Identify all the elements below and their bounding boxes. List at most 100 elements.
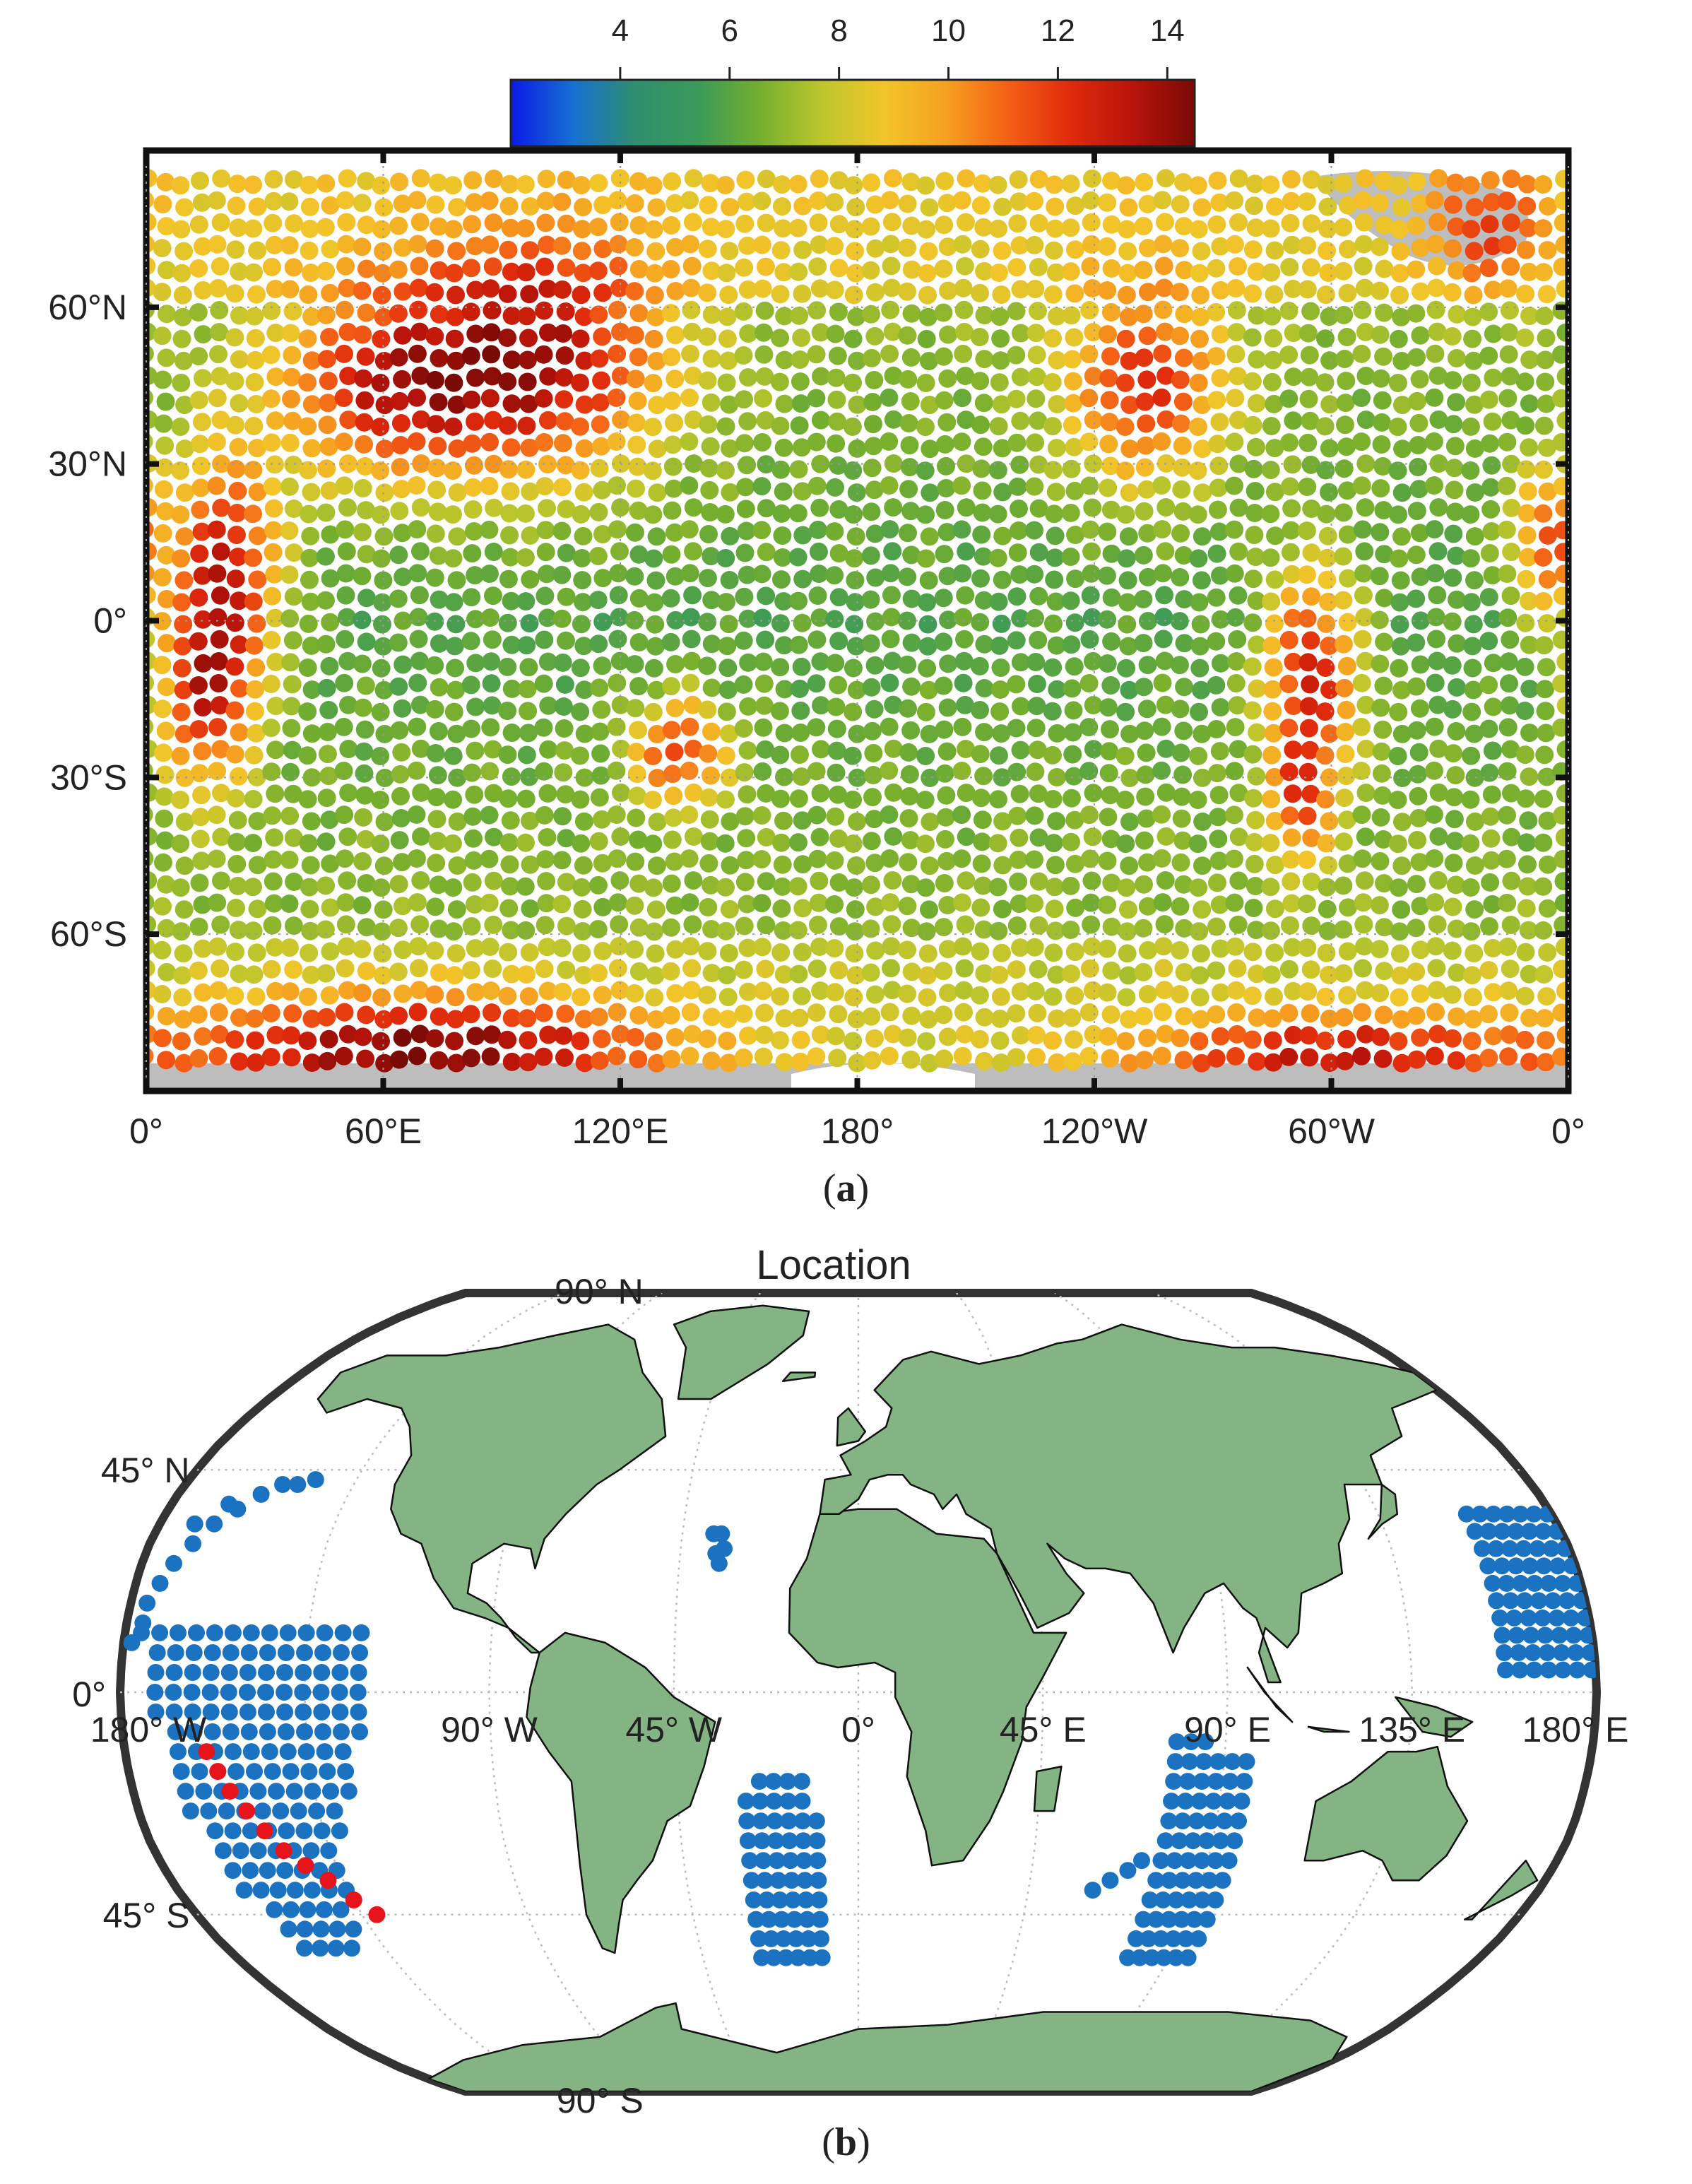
sample-dot [320, 656, 339, 675]
sample-dot [661, 1005, 680, 1025]
sample-dot [1300, 346, 1319, 365]
sample-dot [1046, 592, 1065, 611]
sample-dot [1479, 961, 1498, 980]
sample-dot [1083, 498, 1102, 517]
sample-dot [391, 414, 410, 432]
sample-dot [1301, 302, 1320, 321]
sample-dot [464, 851, 483, 870]
sample-dot [1209, 522, 1229, 541]
sample-dot [957, 784, 976, 803]
sample-dot [811, 1025, 830, 1044]
sample-dot [954, 278, 973, 297]
sample-dot [1082, 871, 1101, 890]
sample-dot [1515, 702, 1534, 720]
sample-dot [647, 680, 666, 700]
sample-dot [298, 746, 317, 765]
sample-dot [663, 172, 682, 191]
location-point [1525, 1505, 1543, 1523]
sample-dot [571, 702, 590, 721]
sample-dot [588, 261, 608, 281]
sample-dot [989, 417, 1008, 436]
sample-dot [992, 1053, 1010, 1072]
sample-dot [466, 983, 485, 1002]
location-point [188, 1624, 205, 1641]
sample-dot [409, 630, 428, 649]
location-point [1166, 1852, 1183, 1870]
sample-dot [1407, 677, 1426, 696]
sample-dot [990, 307, 1010, 326]
sample-dot [298, 659, 317, 677]
x-tick-label: 0° [1551, 1111, 1585, 1151]
sample-dot [1193, 813, 1212, 831]
sample-dot [810, 827, 829, 846]
sample-dot [1243, 240, 1262, 259]
sample-dot [1120, 396, 1140, 414]
sample-dot [1139, 283, 1157, 302]
sample-dot [1443, 700, 1462, 719]
sample-dot [720, 571, 739, 589]
sample-dot [300, 899, 319, 919]
sample-dot [588, 875, 608, 895]
sample-dot [153, 700, 172, 719]
location-point [1154, 1891, 1172, 1908]
location-point [765, 1793, 783, 1810]
sample-dot [1426, 564, 1445, 583]
location-point [1542, 1540, 1560, 1557]
sample-dot [812, 696, 830, 715]
sample-dot [444, 373, 463, 392]
sample-dot [1538, 241, 1557, 260]
sample-dot [1010, 565, 1029, 584]
sample-dot [989, 746, 1008, 765]
sample-dot [684, 871, 703, 890]
sample-dot [1425, 388, 1444, 407]
sample-dot [1063, 679, 1082, 698]
sample-dot [571, 659, 590, 678]
sample-dot [226, 415, 245, 435]
sample-dot [1479, 719, 1498, 738]
sample-dot [625, 194, 644, 213]
location-point [1534, 1523, 1552, 1540]
sample-dot [208, 608, 227, 627]
sample-dot [394, 897, 412, 916]
sample-dot [609, 564, 628, 583]
sample-dot [244, 504, 262, 524]
highlight-points [198, 1743, 386, 1923]
sample-dot [702, 875, 720, 895]
sample-dot [865, 480, 884, 500]
sample-dot [1372, 435, 1391, 454]
sample-dot [210, 1025, 229, 1044]
sample-dot [699, 196, 718, 215]
sample-dot [1152, 761, 1171, 780]
sample-dot [280, 806, 300, 825]
sample-dot [952, 849, 971, 868]
sample-dot [1029, 213, 1048, 232]
longitude-label: 90° E [1184, 1710, 1271, 1749]
sample-dot [572, 615, 591, 634]
sample-dot [1315, 417, 1335, 436]
x-tick-label: 180° [821, 1111, 894, 1151]
sample-dot [575, 768, 594, 787]
sample-dot [610, 542, 629, 561]
location-point [331, 1664, 349, 1681]
location-point [148, 1644, 166, 1661]
sample-dot [1043, 329, 1062, 348]
sample-dot [266, 324, 285, 343]
sample-dot [790, 306, 809, 325]
location-point [1493, 1627, 1511, 1644]
sample-dot [792, 657, 811, 676]
sample-dot [770, 702, 789, 721]
sample-dot [1248, 350, 1267, 369]
sample-dot [480, 235, 499, 254]
sample-dot [1534, 965, 1554, 984]
sample-dot [498, 1030, 517, 1049]
sample-dot [1118, 264, 1137, 283]
location-point [351, 1723, 369, 1740]
location-point [1190, 1793, 1208, 1810]
longitude-label: 0° [841, 1710, 875, 1749]
sample-dot [444, 790, 463, 809]
sample-dot [719, 944, 738, 962]
sample-dot [592, 700, 611, 719]
sample-dot [316, 964, 336, 983]
sample-dot [1407, 304, 1426, 323]
sample-dot [847, 1010, 866, 1029]
